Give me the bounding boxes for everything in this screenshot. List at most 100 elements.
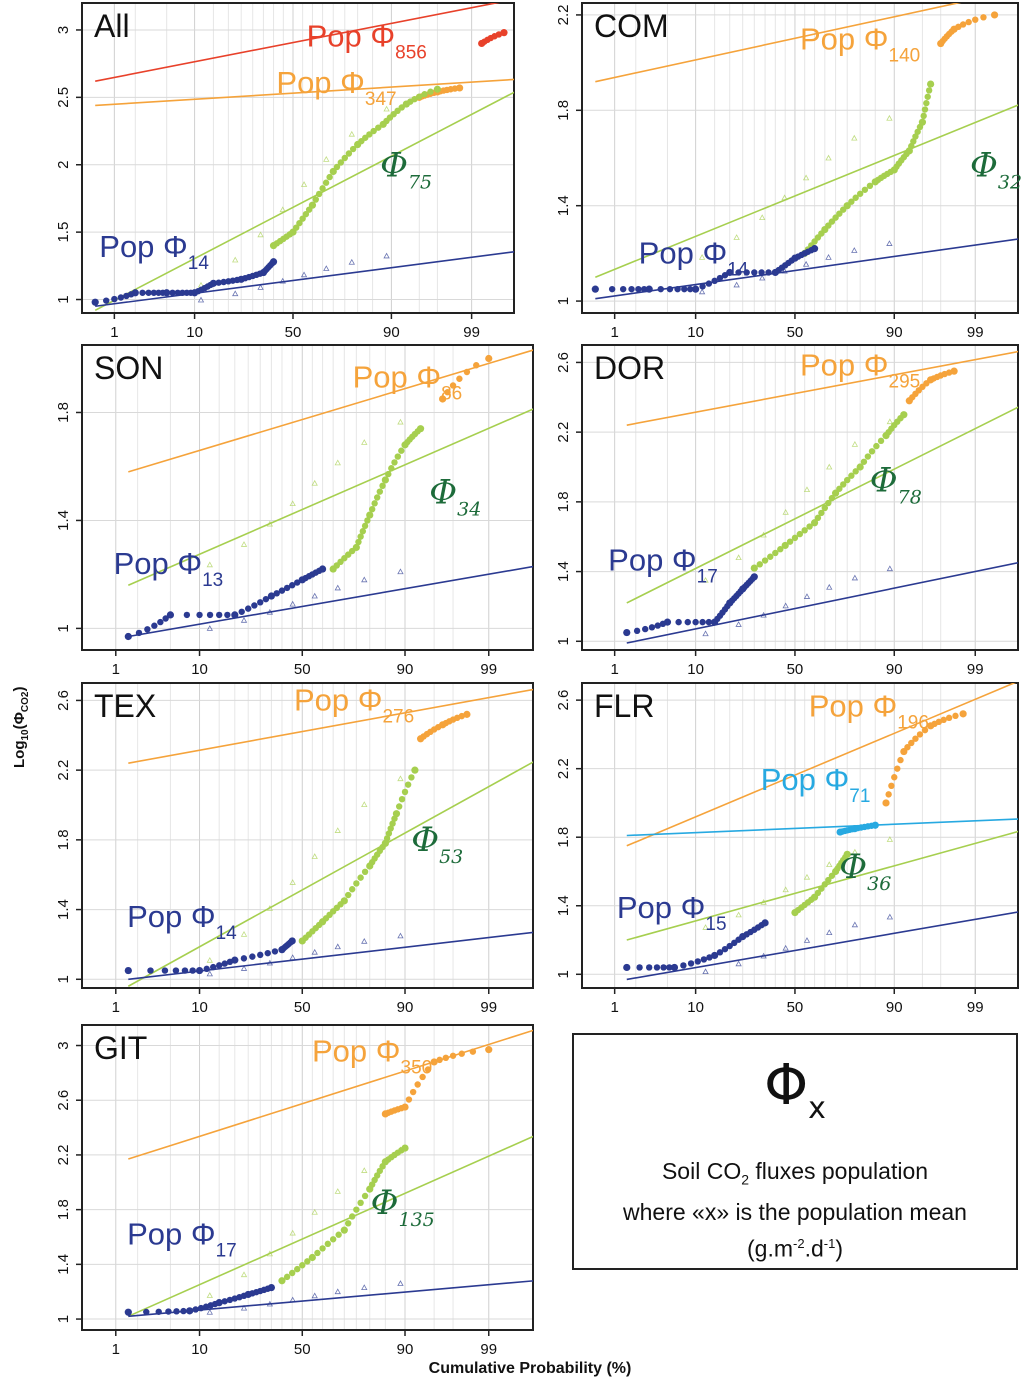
data-point xyxy=(843,850,851,858)
data-point xyxy=(825,876,832,884)
series-red xyxy=(95,3,508,82)
model-marker xyxy=(851,848,859,855)
data-point xyxy=(456,84,464,92)
y-tick-label: 1.8 xyxy=(55,829,72,850)
series-label-sub: 17 xyxy=(697,567,718,588)
model-marker xyxy=(802,174,810,181)
data-point xyxy=(674,285,681,293)
plot-area xyxy=(623,350,1018,644)
model-marker xyxy=(311,592,318,599)
data-point xyxy=(873,442,880,450)
data-point xyxy=(361,868,369,876)
data-point xyxy=(337,159,345,166)
model-marker xyxy=(781,194,788,201)
data-point xyxy=(299,215,306,222)
data-point xyxy=(329,1236,337,1243)
plot-area xyxy=(91,3,514,312)
model-marker xyxy=(735,621,742,627)
series-orange xyxy=(626,350,1018,426)
plot-frame xyxy=(81,344,534,651)
model-marker xyxy=(348,130,355,137)
data-point xyxy=(705,618,713,626)
model-marker xyxy=(361,938,368,944)
series-label-name: Pop Φ xyxy=(276,65,365,100)
data-point xyxy=(796,530,804,538)
model-marker xyxy=(279,206,286,213)
data-point xyxy=(925,87,933,94)
data-point xyxy=(825,499,832,507)
model-marker xyxy=(240,965,248,971)
data-point xyxy=(169,289,176,296)
legend-line-1-post: fluxes population xyxy=(749,1158,929,1184)
data-point xyxy=(103,297,110,304)
data-point xyxy=(473,362,480,369)
data-point xyxy=(608,285,616,293)
data-point xyxy=(166,611,175,619)
data-point xyxy=(401,1103,409,1111)
series-label: Φ78 xyxy=(870,460,922,508)
series-navy xyxy=(623,911,1018,981)
series-label: Pop Φ856 xyxy=(307,18,427,63)
fit-line xyxy=(95,3,500,82)
model-marker xyxy=(760,611,767,618)
data-point xyxy=(852,194,859,201)
fit-line xyxy=(128,1029,533,1160)
data-point xyxy=(180,1307,187,1315)
model-marker xyxy=(397,568,404,575)
x-tick-label: 1 xyxy=(610,324,618,341)
data-point xyxy=(267,1284,275,1292)
data-point xyxy=(882,799,890,807)
series-label-name: Pop Φ xyxy=(353,360,442,395)
data-point xyxy=(240,955,248,962)
data-point xyxy=(449,1052,457,1059)
data-point xyxy=(852,468,859,475)
data-point xyxy=(144,626,151,633)
data-point xyxy=(935,718,943,726)
x-tick-label: 90 xyxy=(886,661,903,678)
data-point xyxy=(653,964,661,971)
data-point xyxy=(131,289,139,297)
data-point xyxy=(636,964,643,971)
data-point xyxy=(716,274,724,282)
data-point xyxy=(500,29,508,37)
data-point xyxy=(888,782,895,790)
model-marker xyxy=(886,836,894,842)
data-point xyxy=(150,289,158,296)
plot-area xyxy=(591,3,1018,300)
series-label-sub: 295 xyxy=(889,372,921,393)
data-point xyxy=(273,590,280,597)
series-label: Pop Φ14 xyxy=(99,229,209,274)
panel-title: All xyxy=(94,8,130,44)
series-label-sub: 196 xyxy=(897,713,929,734)
data-point xyxy=(111,295,118,303)
data-point xyxy=(456,375,463,382)
y-tick-label: 1 xyxy=(555,637,572,645)
data-point xyxy=(257,599,264,606)
data-point xyxy=(155,1308,162,1315)
data-point xyxy=(700,956,708,963)
fit-line xyxy=(626,683,1017,847)
legend-line-3-post: ) xyxy=(835,1235,843,1262)
data-point xyxy=(885,791,892,798)
data-point xyxy=(394,453,402,460)
series-label: Pop Φ347 xyxy=(276,65,396,110)
series-orange xyxy=(128,349,533,473)
series-label-name: Pop Φ xyxy=(312,1034,401,1069)
data-point xyxy=(361,1192,369,1200)
data-point xyxy=(891,774,898,781)
series-label-name: Pop Φ xyxy=(617,890,706,925)
data-point xyxy=(680,962,687,969)
y-tick-label: 3 xyxy=(55,1041,72,1049)
data-point xyxy=(388,465,395,472)
data-point xyxy=(721,945,729,953)
data-point xyxy=(405,1096,413,1103)
data-point xyxy=(357,533,364,540)
data-point xyxy=(877,437,885,445)
series-lightgreen xyxy=(127,408,533,586)
data-point xyxy=(463,710,471,718)
data-point xyxy=(299,1262,306,1269)
grid xyxy=(582,683,1018,988)
data-point xyxy=(419,1073,426,1081)
data-point xyxy=(660,964,667,971)
